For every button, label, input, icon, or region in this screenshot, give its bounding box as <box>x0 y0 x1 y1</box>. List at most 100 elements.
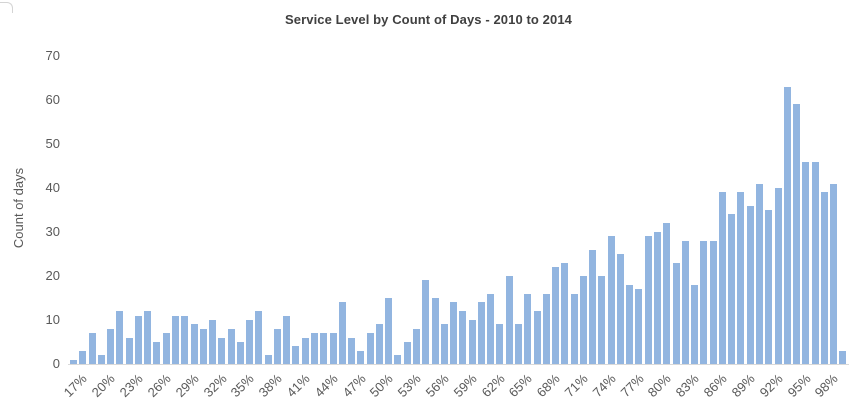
bar-99%[interactable] <box>830 183 838 364</box>
x-tick-label-53%: 53% <box>394 371 424 401</box>
bar-66%[interactable] <box>524 293 532 364</box>
bar-51%[interactable] <box>385 298 393 364</box>
bar-47%[interactable] <box>348 337 356 364</box>
bar-50%[interactable] <box>375 324 383 364</box>
bar-73%[interactable] <box>589 249 597 364</box>
bar-92%[interactable] <box>765 210 773 364</box>
x-tick-label-92%: 92% <box>756 371 786 401</box>
bar-33%[interactable] <box>218 337 226 364</box>
bar-48%[interactable] <box>357 350 365 364</box>
bar-63%[interactable] <box>496 324 504 364</box>
x-tick-label-56%: 56% <box>422 371 452 401</box>
bar-36%[interactable] <box>246 320 254 364</box>
bar-35%[interactable] <box>236 342 244 364</box>
bar-74%[interactable] <box>598 276 606 364</box>
bar-56%[interactable] <box>431 298 439 364</box>
bar-32%[interactable] <box>209 320 217 364</box>
bar-88%[interactable] <box>728 214 736 364</box>
bar-45%[interactable] <box>329 333 337 364</box>
bar-44%[interactable] <box>320 333 328 364</box>
bar-78%[interactable] <box>635 289 643 364</box>
bar-81%[interactable] <box>663 223 671 364</box>
bar-62%[interactable] <box>487 293 495 364</box>
bar-29%[interactable] <box>181 315 189 364</box>
bar-57%[interactable] <box>440 324 448 364</box>
bar-61%[interactable] <box>477 302 485 364</box>
x-tick-label-38%: 38% <box>255 371 285 401</box>
bar-91%[interactable] <box>755 183 763 364</box>
bar-85%[interactable] <box>700 240 708 364</box>
bar-71%[interactable] <box>570 293 578 364</box>
bar-31%[interactable] <box>199 328 207 364</box>
bar-40%[interactable] <box>283 315 291 364</box>
bar-96%[interactable] <box>802 161 810 364</box>
bar-97%[interactable] <box>811 161 819 364</box>
bar-58%[interactable] <box>450 302 458 364</box>
bar-22%[interactable] <box>116 311 124 364</box>
bar-60%[interactable] <box>468 320 476 364</box>
bar-87%[interactable] <box>718 192 726 364</box>
bar-90%[interactable] <box>746 205 754 364</box>
y-axis-title: Count of days <box>11 167 26 249</box>
bar-79%[interactable] <box>644 236 652 364</box>
bar-30%[interactable] <box>190 324 198 364</box>
chart-title: Service Level by Count of Days - 2010 to… <box>284 12 572 27</box>
bar-80%[interactable] <box>654 232 661 364</box>
bar-94%[interactable] <box>783 86 791 364</box>
bar-83%[interactable] <box>681 240 689 364</box>
bar-53%[interactable] <box>403 342 411 364</box>
bar-64%[interactable] <box>505 276 513 364</box>
x-tick-label-23%: 23% <box>116 371 146 401</box>
bar-93%[interactable] <box>774 188 782 364</box>
bar-37%[interactable] <box>255 311 263 364</box>
bar-95%[interactable] <box>793 104 801 364</box>
bar-39%[interactable] <box>273 328 281 364</box>
bar-43%[interactable] <box>311 333 319 364</box>
bar-21%[interactable] <box>107 328 115 364</box>
bar-20%[interactable] <box>97 355 105 364</box>
bar-49%[interactable] <box>366 333 374 364</box>
bar-59%[interactable] <box>459 311 467 364</box>
bar-25%[interactable] <box>144 311 152 364</box>
bar-19%[interactable] <box>88 333 96 364</box>
bar-84%[interactable] <box>691 284 699 364</box>
bar-75%[interactable] <box>607 236 615 364</box>
bar-46%[interactable] <box>338 302 346 364</box>
bar-70%[interactable] <box>561 262 569 364</box>
bar-52%[interactable] <box>394 355 402 364</box>
bar-42%[interactable] <box>301 337 309 364</box>
bar-55%[interactable] <box>422 280 430 364</box>
y-tick-label-20: 20 <box>45 268 60 283</box>
bar-18%[interactable] <box>79 350 87 364</box>
plot-area <box>70 56 850 364</box>
bar-69%[interactable] <box>552 267 560 364</box>
bar-28%[interactable] <box>171 315 179 364</box>
bar-54%[interactable] <box>412 328 420 364</box>
bar-27%[interactable] <box>162 333 170 364</box>
bar-86%[interactable] <box>709 240 717 364</box>
x-tick-label-98%: 98% <box>811 371 841 401</box>
x-tick-label-17%: 17% <box>61 371 91 401</box>
bar-68%[interactable] <box>542 293 550 364</box>
bar-41%[interactable] <box>292 346 300 364</box>
bar-34%[interactable] <box>227 328 235 364</box>
bar-65%[interactable] <box>514 324 522 364</box>
bar-98%[interactable] <box>820 192 828 364</box>
x-tick-label-89%: 89% <box>728 371 758 401</box>
bar-100%[interactable] <box>839 350 847 364</box>
bar-89%[interactable] <box>737 192 745 364</box>
bar-26%[interactable] <box>153 342 161 364</box>
bar-17%[interactable] <box>70 359 77 364</box>
bar-82%[interactable] <box>672 262 680 364</box>
bar-76%[interactable] <box>616 254 624 364</box>
bar-24%[interactable] <box>134 315 142 364</box>
bar-23%[interactable] <box>125 337 133 364</box>
bar-67%[interactable] <box>533 311 541 364</box>
bar-38%[interactable] <box>264 355 272 364</box>
x-tick-label-35%: 35% <box>227 371 257 401</box>
y-tick-label-10: 10 <box>45 312 60 327</box>
bar-72%[interactable] <box>579 276 587 364</box>
bar-77%[interactable] <box>626 284 634 364</box>
x-tick-label-83%: 83% <box>672 371 702 401</box>
